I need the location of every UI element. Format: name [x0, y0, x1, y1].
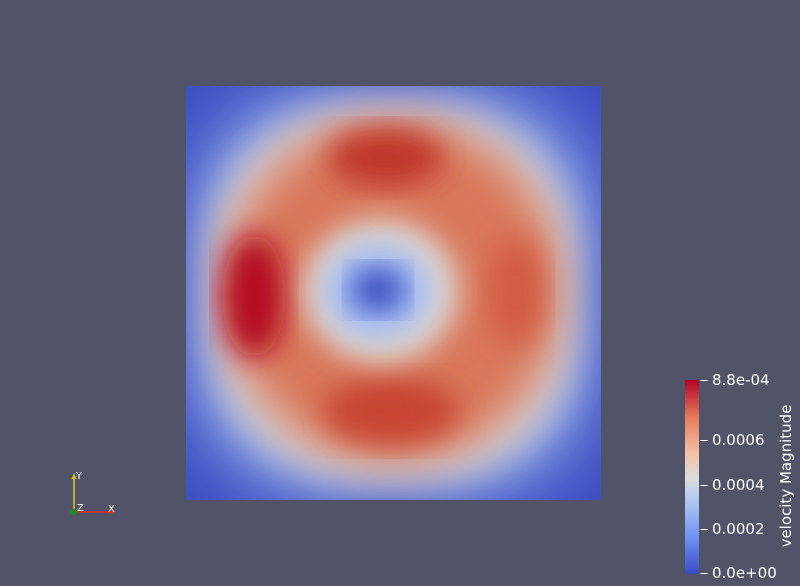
field-image — [186, 86, 601, 500]
colorbar-label: 0.0004 — [712, 476, 765, 494]
colorbar-max-label: 8.8e-04 — [712, 371, 770, 389]
velocity-magnitude-field[interactable] — [186, 86, 601, 500]
colorbar-gradient — [685, 380, 699, 574]
x-axis-arrow-icon — [109, 509, 115, 515]
z-axis-point — [70, 508, 78, 516]
x-axis-label: X — [108, 504, 115, 515]
z-axis-label: Z — [77, 503, 84, 514]
y-axis-arrow-icon — [71, 473, 77, 479]
orientation-axes: X Y Z — [60, 464, 130, 524]
colorbar-tick — [700, 485, 708, 486]
colorbar-label: 0.0006 — [712, 431, 765, 449]
colorbar-tick-max — [700, 380, 708, 381]
colorbar-tick — [700, 440, 708, 441]
colorbar-tick — [700, 529, 708, 530]
colorbar-label: 0.0002 — [712, 520, 765, 538]
y-axis-label: Y — [75, 471, 83, 482]
colorbar-min-label: 0.0e+00 — [712, 564, 777, 582]
colorbar-title: velocity Magnitude — [777, 404, 795, 548]
colorbar-tick-min — [700, 573, 708, 574]
